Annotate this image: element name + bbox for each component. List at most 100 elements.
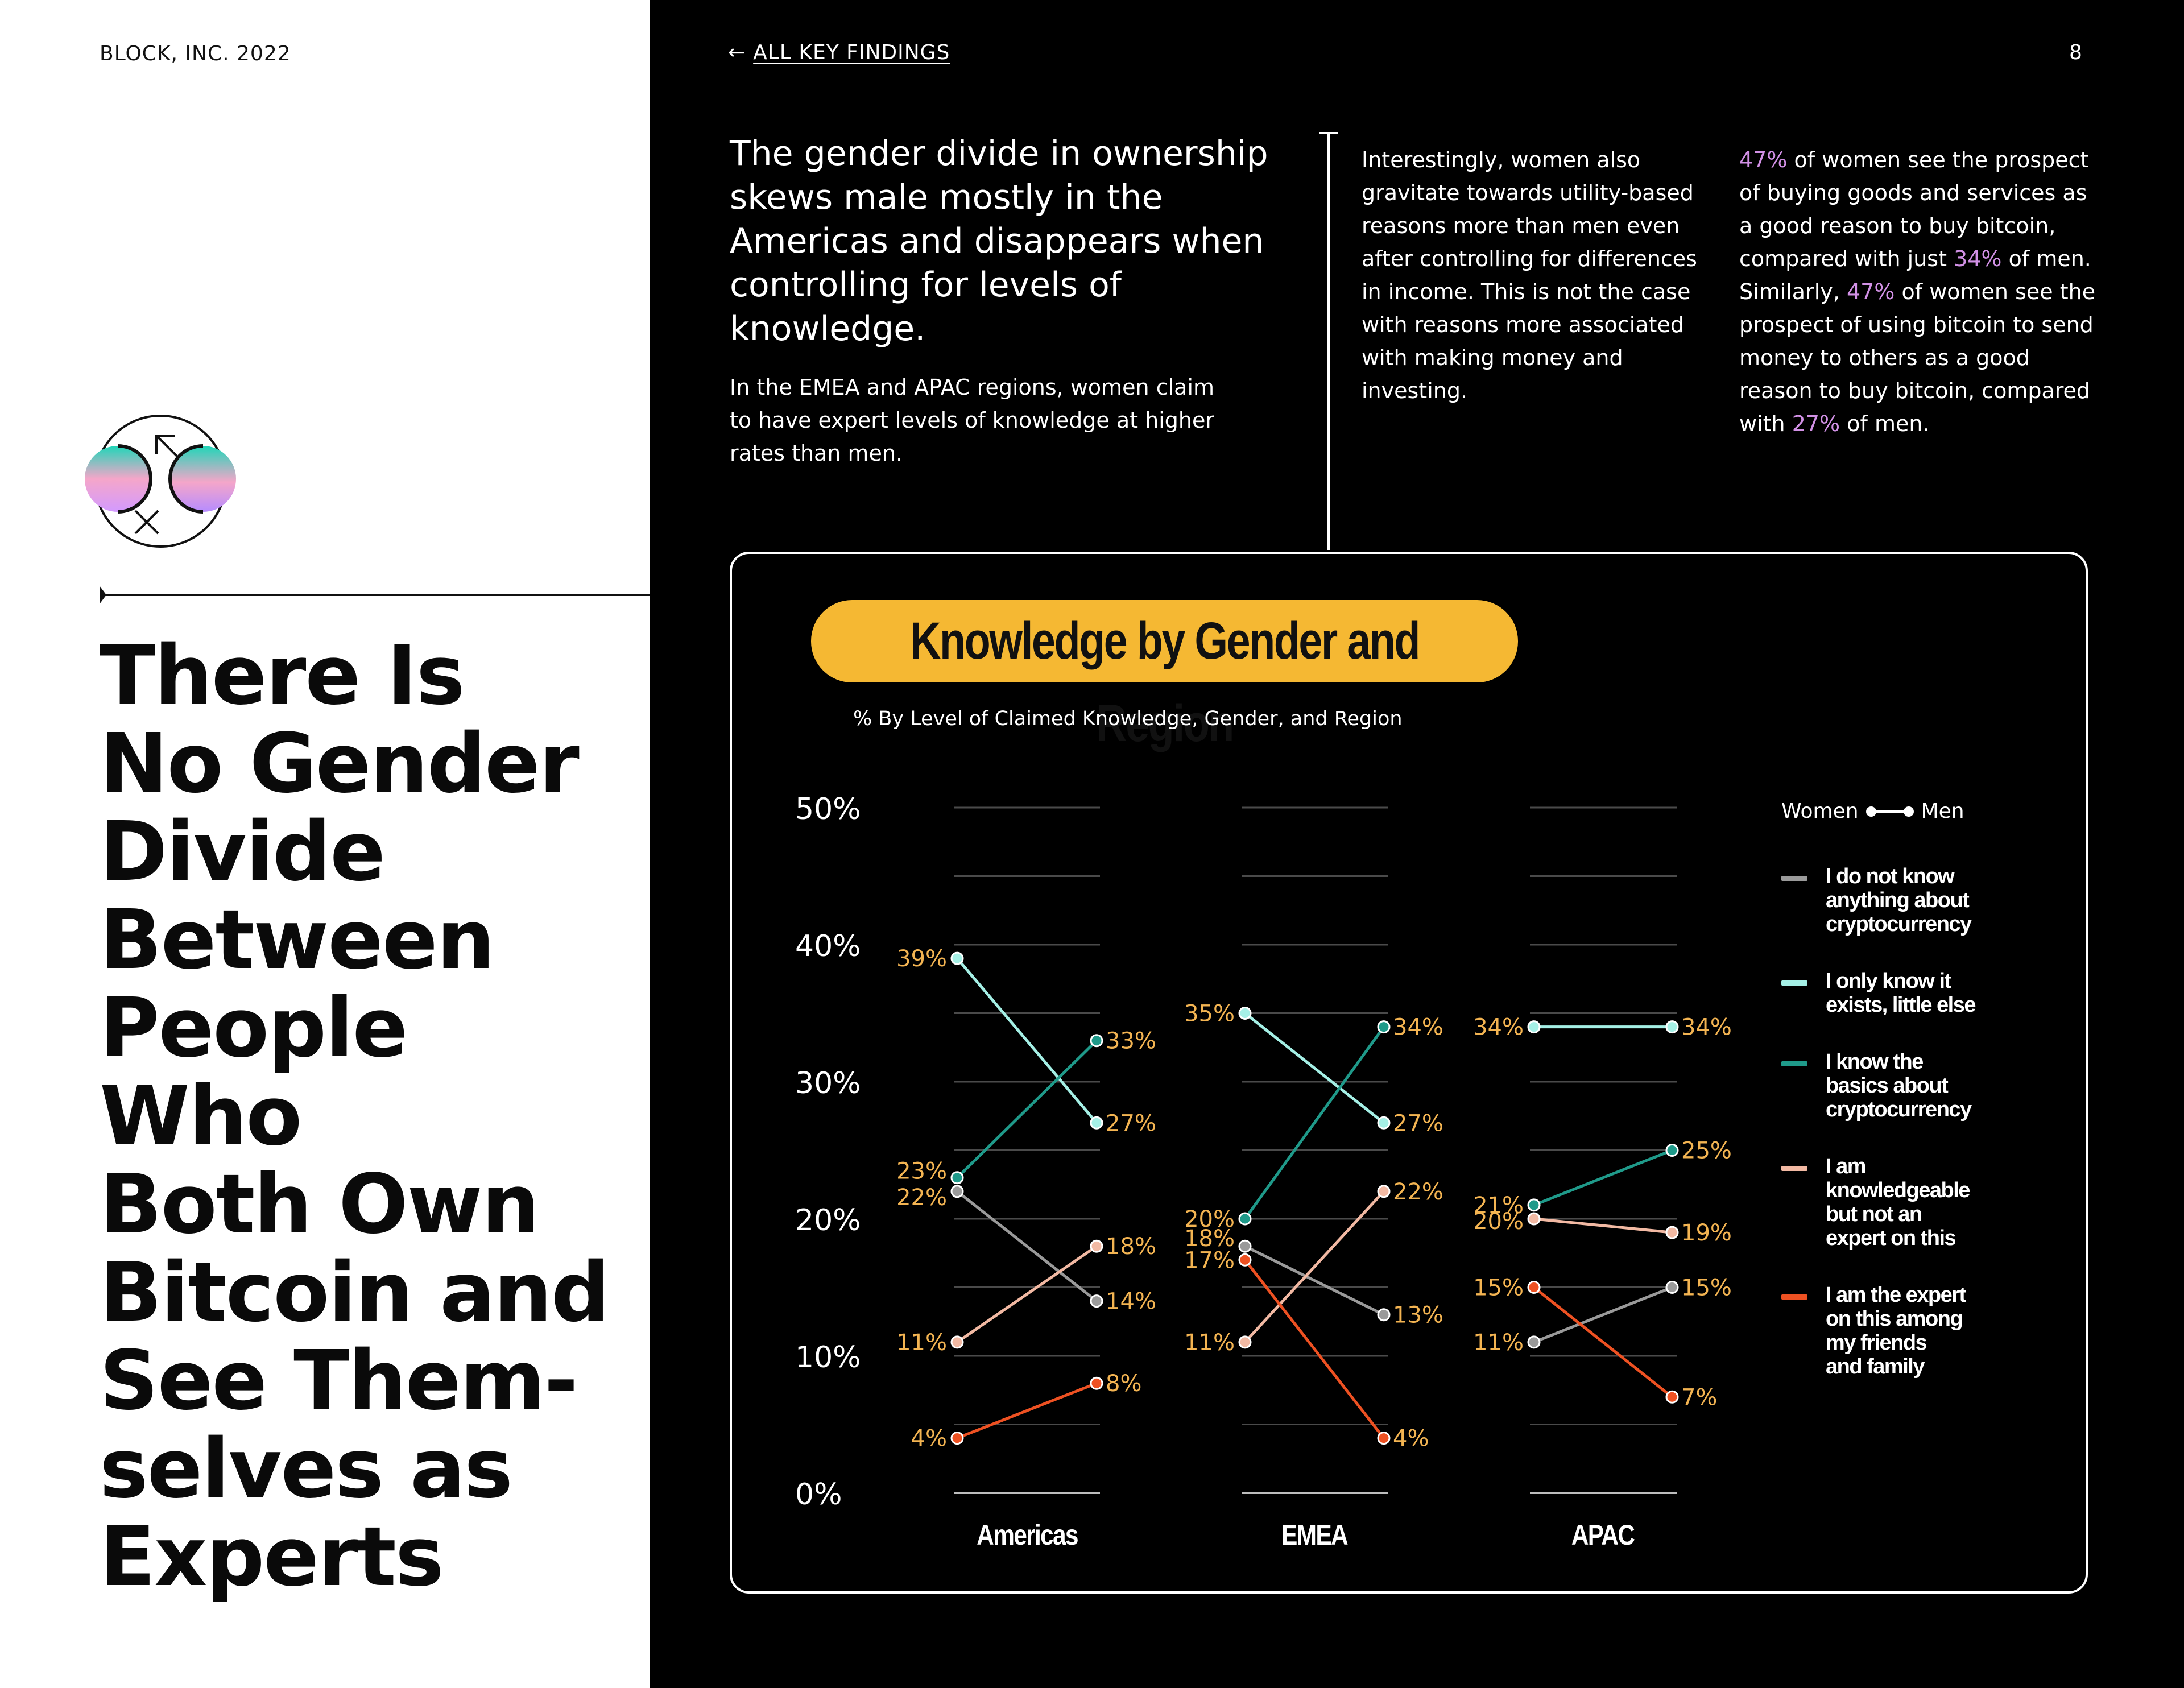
men-point xyxy=(1665,1390,1679,1404)
legend-label: I am the expert on this among my friends an… xyxy=(1826,1283,1966,1379)
data-label: 34% xyxy=(1681,1015,1732,1041)
divider-notch xyxy=(100,586,106,604)
women-point xyxy=(950,951,964,965)
series-line xyxy=(956,1039,1098,1179)
men-point xyxy=(1665,1144,1679,1157)
legend-item: I do not know anything about cryptocurrenc… xyxy=(1781,864,1986,936)
women-point xyxy=(950,1185,964,1198)
men-point xyxy=(1665,1226,1679,1239)
data-label: 11% xyxy=(896,1330,947,1356)
data-label: 21% xyxy=(1473,1193,1524,1219)
stat-highlight: 27% xyxy=(1792,411,1840,436)
legend-item: I am the expert on this among my friends an… xyxy=(1781,1283,1986,1379)
page-headline: There Is No Gender Divide Between People… xyxy=(100,627,610,1604)
men-point xyxy=(1377,1185,1391,1198)
body-paragraph-2: Interestingly, women also gravitate towa… xyxy=(1362,147,1697,403)
legend-swatch xyxy=(1781,1166,1807,1171)
women-point xyxy=(1238,1239,1252,1253)
data-label: 20% xyxy=(1184,1206,1235,1232)
chart-title: Knowledge by Gender and Region xyxy=(910,612,1420,752)
body-text: of men. xyxy=(1840,411,1930,436)
legend-header: Women Men xyxy=(1781,800,1964,823)
column-divider-cap xyxy=(1320,132,1338,134)
series-line xyxy=(1533,1149,1673,1207)
y-tick-label: 40% xyxy=(795,929,861,963)
legend-men-label: Men xyxy=(1921,800,1964,823)
left-panel xyxy=(0,0,650,1688)
legend-label: I am knowledgeable but not an expert on thi… xyxy=(1826,1155,1970,1250)
series-line xyxy=(1244,1012,1385,1124)
stat-highlight: 47% xyxy=(1846,279,1895,304)
data-label: 20% xyxy=(1473,1209,1524,1235)
chart-subtitle: % By Level of Claimed Knowledge, Gender,… xyxy=(853,708,1403,730)
data-label: 35% xyxy=(1184,1001,1235,1027)
data-label: 27% xyxy=(1393,1110,1443,1136)
stat-highlight: 34% xyxy=(1954,246,2002,271)
men-point xyxy=(1090,1034,1103,1048)
women-point xyxy=(1238,1212,1252,1226)
gender-symbol-logo-icon xyxy=(85,415,236,548)
legend-label: I know the basics about cryptocurrency xyxy=(1826,1050,1972,1122)
data-label: 8% xyxy=(1106,1371,1141,1397)
series-line xyxy=(1244,1259,1385,1439)
data-label: 33% xyxy=(1106,1028,1156,1054)
series-line xyxy=(1533,1286,1673,1344)
y-tick-label: 30% xyxy=(795,1066,861,1100)
data-label: 27% xyxy=(1106,1110,1156,1136)
data-label: 14% xyxy=(1106,1289,1156,1315)
men-point xyxy=(1377,1308,1391,1322)
legend-item: I know the basics about cryptocurrency xyxy=(1781,1050,1986,1122)
region-label: EMEA xyxy=(1281,1519,1348,1551)
data-label: 17% xyxy=(1184,1247,1235,1273)
chart-container xyxy=(730,552,2088,1594)
women-point xyxy=(1527,1281,1541,1294)
women-point xyxy=(1527,1020,1541,1034)
data-label: 13% xyxy=(1393,1302,1443,1329)
y-tick-label: 10% xyxy=(795,1341,861,1375)
back-link-label: ALL KEY FINDINGS xyxy=(753,41,950,64)
y-tick-label: 20% xyxy=(795,1203,861,1238)
series-line xyxy=(1244,1190,1385,1343)
page-number: 8 xyxy=(2069,41,2082,64)
women-point xyxy=(1527,1212,1541,1226)
arrow-left-icon: ← xyxy=(728,41,746,64)
series-line xyxy=(1243,1026,1385,1220)
women-point xyxy=(1527,1198,1541,1212)
legend-label: I do not know anything about cryptocurrenc… xyxy=(1826,864,1972,936)
legend-item: I am knowledgeable but not an expert on thi… xyxy=(1781,1155,1986,1250)
men-point xyxy=(1665,1020,1679,1034)
series-line xyxy=(956,1245,1098,1343)
data-label: 25% xyxy=(1681,1138,1732,1164)
men-point xyxy=(1377,1020,1391,1034)
women-point xyxy=(1238,1007,1252,1020)
data-label: 4% xyxy=(911,1426,947,1452)
chart-title-pill xyxy=(811,600,1518,682)
y-tick-label: 0% xyxy=(795,1478,842,1512)
men-point xyxy=(1377,1432,1391,1445)
data-label: 18% xyxy=(1184,1226,1235,1252)
data-label: 15% xyxy=(1681,1275,1732,1301)
legend-label: I only know it exists, little else xyxy=(1826,969,1976,1017)
legend-item: I only know it exists, little else xyxy=(1781,969,1986,1017)
data-label: 15% xyxy=(1473,1275,1524,1301)
sub-paragraph: In the EMEA and APAC regions, women clai… xyxy=(730,375,1215,466)
men-point xyxy=(1090,1116,1103,1130)
body-paragraph-3: 47% of women see the prospect of buying … xyxy=(1739,143,2103,440)
legend-women-label: Women xyxy=(1781,800,1859,823)
men-point xyxy=(1377,1116,1391,1130)
data-label: 4% xyxy=(1393,1426,1429,1452)
data-label: 19% xyxy=(1681,1220,1732,1246)
data-label: 22% xyxy=(896,1185,947,1211)
data-label: 11% xyxy=(1473,1330,1524,1356)
legend-swatch xyxy=(1781,1294,1807,1300)
women-point xyxy=(1238,1253,1252,1267)
data-label: 22% xyxy=(1393,1179,1443,1205)
men-point xyxy=(1665,1281,1679,1294)
women-point xyxy=(1238,1335,1252,1349)
lead-paragraph: The gender divide in ownership skews mal… xyxy=(730,134,1268,349)
region-label: APAC xyxy=(1571,1519,1635,1551)
back-link[interactable]: ← ALL KEY FINDINGS xyxy=(728,41,950,64)
series-line xyxy=(956,1190,1098,1302)
brand-label: BLOCK, INC. 2022 xyxy=(100,42,291,65)
